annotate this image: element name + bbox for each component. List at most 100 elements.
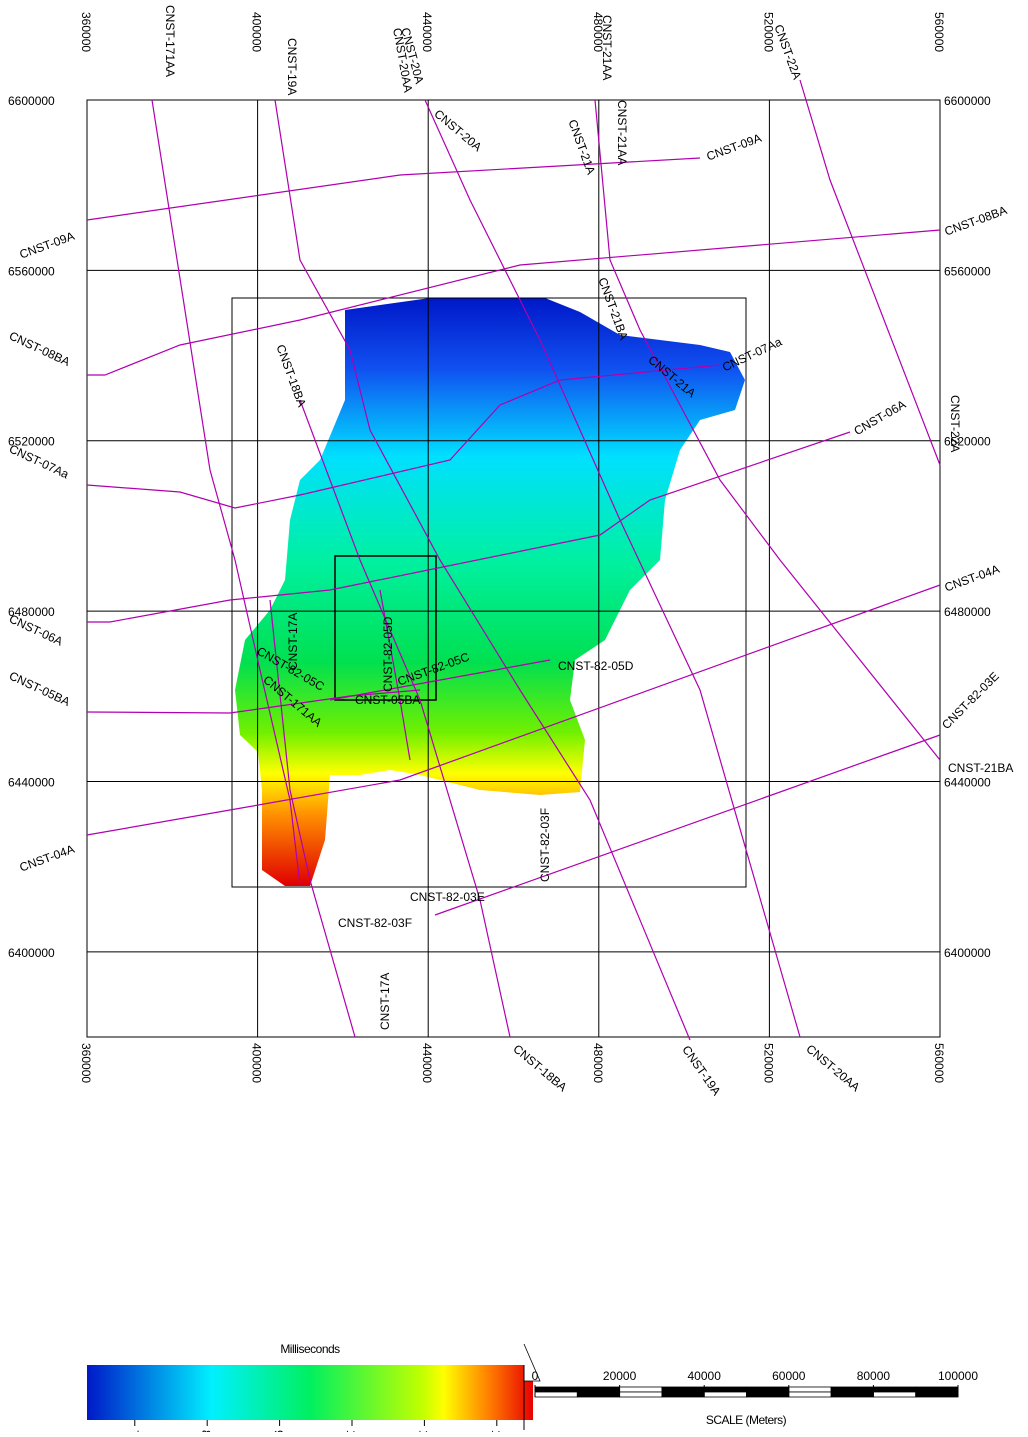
line-label: CNST-82-03E xyxy=(939,669,1002,732)
scale-segment xyxy=(830,1386,874,1393)
line-label: CNST-82-05D xyxy=(381,616,395,692)
x-tick-label: 400000 xyxy=(250,1043,264,1083)
scale-segment xyxy=(576,1386,620,1393)
scale-tick-label: 100000 xyxy=(938,1369,978,1383)
seismic-line xyxy=(799,79,941,466)
x-tick-label: 440000 xyxy=(420,12,434,52)
scale-segment xyxy=(830,1391,874,1398)
survey-outline xyxy=(231,297,747,888)
scale-segment xyxy=(576,1391,620,1398)
scale-segment xyxy=(746,1391,790,1398)
map-grid xyxy=(86,99,941,1038)
scale-segment xyxy=(534,1391,578,1398)
seismic-line xyxy=(424,99,801,1038)
line-label: CNST-04A xyxy=(18,842,77,875)
line-label: CNST-82-05D xyxy=(558,659,634,673)
subarea-outline xyxy=(334,555,437,701)
seismic-line xyxy=(151,99,301,886)
seismic-line xyxy=(86,584,941,836)
seismic-line xyxy=(87,229,941,376)
line-label: CNST-05BA xyxy=(355,693,420,707)
line-label: CNST-05BA xyxy=(7,669,72,709)
x-tick-label: 360000 xyxy=(79,1043,93,1083)
x-tick-label: 440000 xyxy=(420,1043,434,1083)
line-label: CNST-18BA xyxy=(511,1042,570,1095)
y-tick-label: 6400000 xyxy=(944,946,991,960)
y-tick-label: 6400000 xyxy=(8,946,55,960)
line-label: CNST-82-03E xyxy=(410,890,485,904)
scale-segment xyxy=(915,1386,959,1393)
scale-segment xyxy=(915,1391,959,1398)
colorbar-title: Milliseconds xyxy=(280,1342,340,1356)
y-tick-label: 6600000 xyxy=(944,94,991,108)
y-tick-label: 6520000 xyxy=(8,435,55,449)
line-label: CNST-82-03F xyxy=(538,808,552,882)
scale-segment xyxy=(703,1391,747,1398)
scale-segment xyxy=(661,1391,705,1398)
seismic-line xyxy=(269,599,356,1038)
scale-segment xyxy=(534,1386,578,1393)
scale-segment xyxy=(788,1391,832,1398)
scale-segment xyxy=(873,1386,917,1393)
scale-segment xyxy=(873,1391,917,1398)
scale-segment xyxy=(788,1386,832,1393)
scale-tick-label: 80000 xyxy=(857,1369,891,1383)
line-label: CNST-17A xyxy=(378,973,392,1030)
x-tick-label: 560000 xyxy=(932,12,946,52)
y-tick-label: 6560000 xyxy=(8,264,55,278)
scale-tick-label: 20000 xyxy=(603,1369,637,1383)
scale-segment xyxy=(746,1386,790,1393)
line-label: CNST-09A xyxy=(18,229,77,262)
x-tick-label: 400000 xyxy=(250,12,264,52)
line-label: CNST-21AA xyxy=(600,15,614,80)
line-label: CNST-19A xyxy=(679,1043,723,1098)
line-label: CNST-17A xyxy=(286,613,300,670)
scale-tick-label: 40000 xyxy=(688,1369,722,1383)
y-tick-label: 6520000 xyxy=(944,435,991,449)
scale-tick-label: 60000 xyxy=(772,1369,806,1383)
line-label: CNST-08BA xyxy=(7,329,72,369)
colorbar xyxy=(87,1365,533,1420)
x-tick-label: 520000 xyxy=(761,1043,775,1083)
line-label: CNST-21AA xyxy=(615,100,629,165)
y-tick-label: 6560000 xyxy=(944,264,991,278)
seismic-line xyxy=(329,659,551,701)
line-label: CNST-20A xyxy=(432,107,485,155)
line-label: CNST-21A xyxy=(565,118,598,177)
x-tick-label: 480000 xyxy=(591,12,605,52)
scale-title: SCALE (Meters) xyxy=(706,1413,787,1427)
line-label: CNST-171AA xyxy=(163,5,177,77)
line-label: CNST-22A xyxy=(948,395,962,452)
line-label: CNST-21BA xyxy=(948,761,1013,775)
seismic-line xyxy=(379,589,411,761)
y-tick-label: 6600000 xyxy=(8,94,55,108)
line-label: CNST-04A xyxy=(943,562,1002,595)
line-label: CNST-08BA xyxy=(943,203,1009,239)
scale-segment xyxy=(619,1386,663,1393)
scale-segment xyxy=(703,1386,747,1393)
colorbar-arrow xyxy=(523,1343,541,1382)
line-label: CNST-20AA xyxy=(804,1042,863,1095)
x-tick-label: 560000 xyxy=(932,1043,946,1083)
line-label: CNST-18BA xyxy=(273,343,309,409)
seismic-line xyxy=(86,689,421,714)
y-tick-label: 6440000 xyxy=(944,775,991,789)
x-tick-label: 520000 xyxy=(761,12,775,52)
seismic-line xyxy=(594,99,941,761)
x-tick-label: 360000 xyxy=(79,12,93,52)
time-surface xyxy=(235,298,745,886)
seismic-line xyxy=(434,734,941,916)
line-label: CNST-09A xyxy=(705,131,764,164)
seismic-line xyxy=(86,157,701,221)
scale-tick-label: 0 xyxy=(532,1369,539,1383)
seismic-line xyxy=(299,399,511,1038)
scale-segment xyxy=(619,1391,663,1398)
y-tick-label: 6480000 xyxy=(8,605,55,619)
seismic-lines xyxy=(86,79,941,1041)
x-tick-label: 480000 xyxy=(591,1043,605,1083)
line-label: CNST-06A xyxy=(852,397,909,438)
y-tick-label: 6440000 xyxy=(8,775,55,789)
line-label: CNST-82-03F xyxy=(338,916,412,930)
line-label: CNST-19A xyxy=(285,38,299,95)
